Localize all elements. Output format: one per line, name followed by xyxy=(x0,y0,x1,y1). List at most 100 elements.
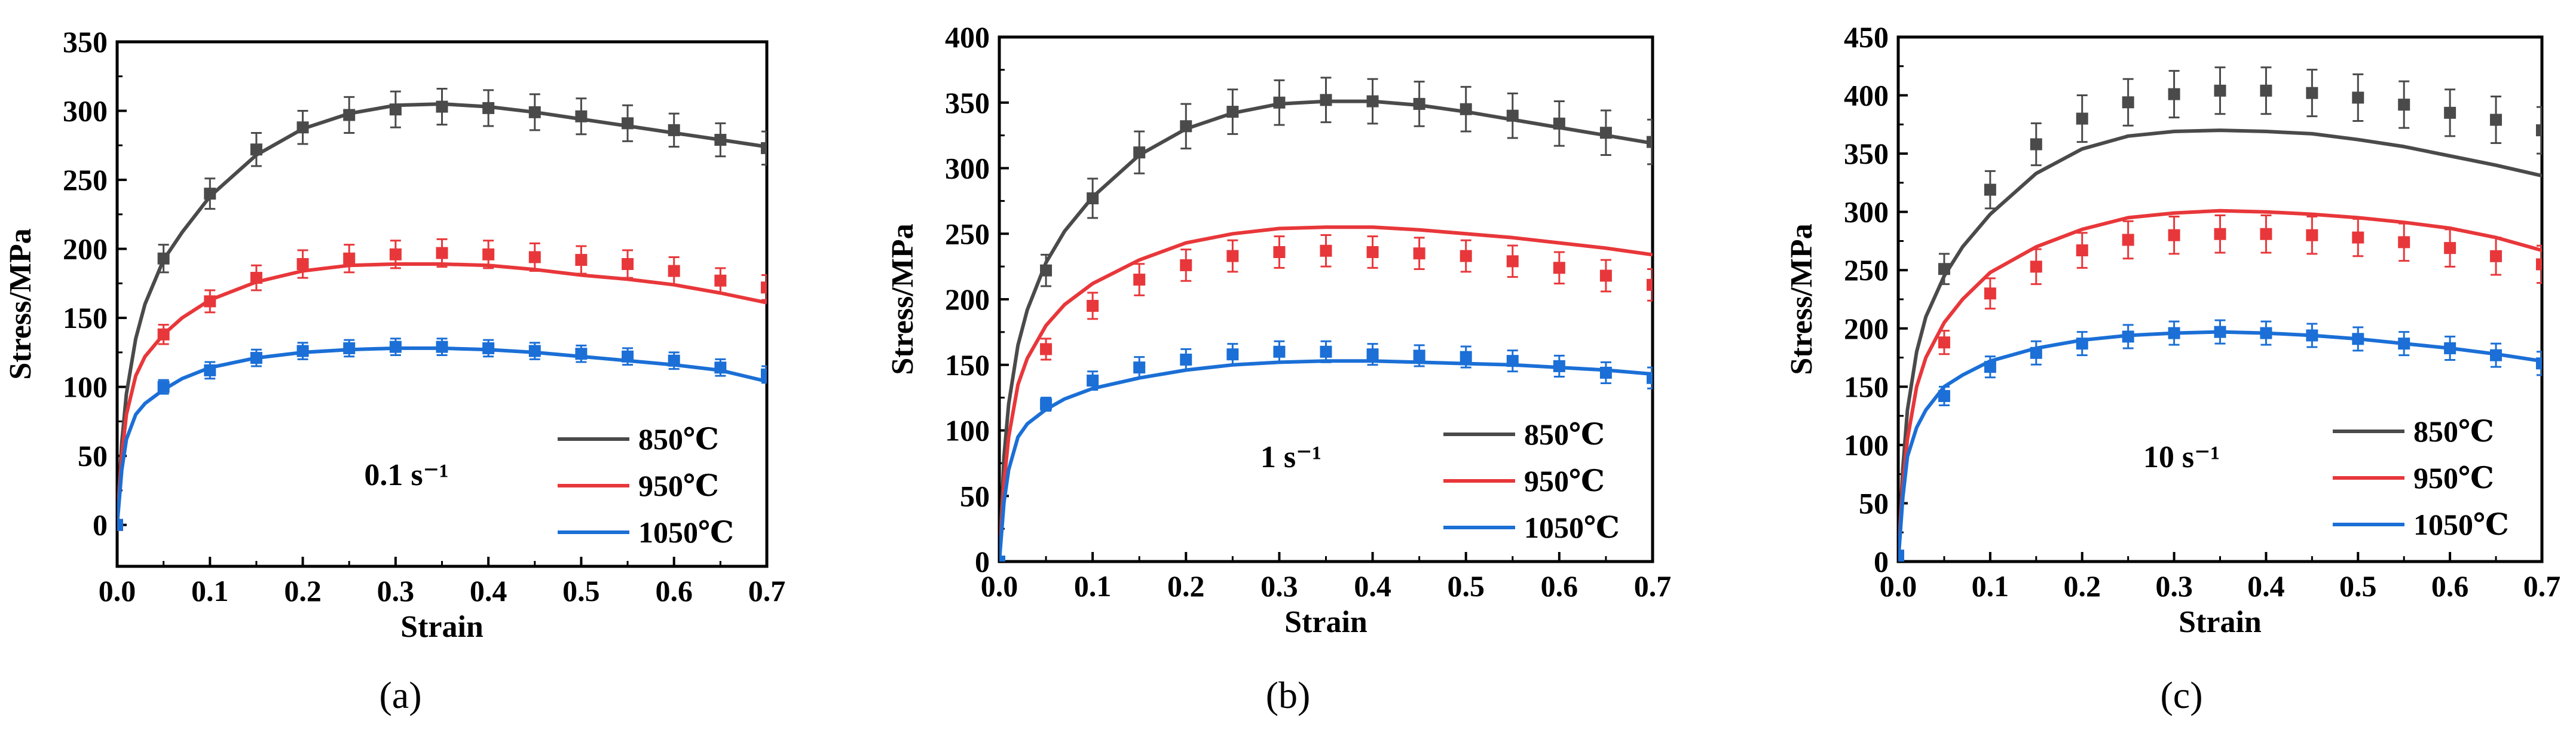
y-tick-label: 100 xyxy=(63,370,108,404)
data-point xyxy=(2444,106,2456,119)
data-point xyxy=(2076,244,2088,257)
data-point xyxy=(2444,342,2456,354)
data-point xyxy=(1460,103,1472,115)
x-tick-label: 0.4 xyxy=(1354,569,1391,603)
data-point xyxy=(2398,99,2410,111)
y-tick-label: 250 xyxy=(63,163,108,197)
data-point xyxy=(1898,550,1904,562)
data-point xyxy=(1506,255,1519,268)
x-tick-label: 0.0 xyxy=(99,574,136,608)
data-point xyxy=(204,364,216,376)
data-point xyxy=(999,556,1005,562)
x-tick-label: 0.1 xyxy=(1074,569,1112,603)
data-point xyxy=(1320,94,1332,106)
data-point xyxy=(2214,228,2226,240)
y-tick-label: 150 xyxy=(63,301,108,335)
x-tick-label: 0.5 xyxy=(562,574,600,608)
series-0 xyxy=(117,88,767,531)
data-point xyxy=(1320,244,1332,257)
data-point xyxy=(1226,250,1239,262)
y-tick-label: 250 xyxy=(945,217,990,250)
fit-curve-line xyxy=(117,346,767,525)
data-point xyxy=(482,342,495,354)
data-point xyxy=(761,281,767,294)
plot-area xyxy=(999,76,1653,562)
x-tick-label: 0.3 xyxy=(1261,569,1298,603)
data-point xyxy=(389,341,402,353)
series-2 xyxy=(1898,319,2542,562)
x-tick-label: 0.6 xyxy=(655,574,693,608)
data-point xyxy=(1366,246,1379,258)
data-point xyxy=(528,345,541,357)
data-point xyxy=(2168,88,2180,100)
legend-label: 850℃ xyxy=(2413,415,2494,448)
data-point xyxy=(1460,351,1472,363)
fit-curve-line xyxy=(999,225,1653,562)
y-tick-label: 0 xyxy=(93,508,108,542)
data-point xyxy=(389,103,402,116)
strain-rate-label: 10 s⁻¹ xyxy=(2143,440,2220,474)
legend-label: 1050℃ xyxy=(638,516,734,549)
x-tick-label: 0.6 xyxy=(2431,569,2469,603)
data-point xyxy=(1180,120,1192,133)
series-1 xyxy=(117,238,767,531)
data-point xyxy=(1087,299,1099,312)
x-tick-label: 0.4 xyxy=(2247,569,2285,603)
data-point xyxy=(2122,234,2134,246)
fit-curve-line xyxy=(999,359,1653,562)
data-point xyxy=(250,143,262,156)
data-point xyxy=(2444,242,2456,254)
data-point xyxy=(296,345,309,357)
y-tick-label: 450 xyxy=(1844,20,1889,54)
data-point xyxy=(1413,247,1425,260)
data-point xyxy=(1553,262,1565,274)
data-point xyxy=(1938,389,1950,402)
y-axis-title: Stress/MPa xyxy=(886,223,920,375)
data-point xyxy=(668,265,680,277)
x-axis-title: Strain xyxy=(400,610,484,644)
data-point xyxy=(668,124,680,136)
fit-curve-line xyxy=(1898,208,2542,562)
data-point xyxy=(2030,138,2042,151)
data-point xyxy=(1087,375,1099,387)
data-point xyxy=(250,272,262,284)
data-point xyxy=(1366,95,1379,108)
legend-label: 850℃ xyxy=(638,422,719,456)
data-point xyxy=(1599,127,1612,139)
x-tick-label: 0.1 xyxy=(191,574,229,608)
data-point xyxy=(1040,343,1053,355)
y-tick-label: 150 xyxy=(945,348,990,382)
fit-curve-line xyxy=(117,262,767,525)
data-point xyxy=(482,102,495,114)
data-point xyxy=(1133,361,1146,374)
panel-b: 0.0 0.1 0.2 0.3 0.4 0.5 0.6 0.7 0 50 100 150 200 250 3… xyxy=(886,20,1671,716)
y-tick-label: 50 xyxy=(1859,486,1889,520)
legend-label: 1050℃ xyxy=(2413,508,2509,541)
x-tick-label: 0.3 xyxy=(377,574,415,608)
strain-rate-label: 1 s⁻¹ xyxy=(1261,440,1321,474)
data-point xyxy=(761,142,767,154)
data-point xyxy=(1040,398,1053,410)
legend-label: 950℃ xyxy=(1524,464,1605,498)
data-point xyxy=(1133,146,1146,159)
data-point xyxy=(204,188,216,200)
x-tick-label: 0.4 xyxy=(470,574,507,608)
legend-label: 850℃ xyxy=(1524,418,1605,451)
data-point xyxy=(296,257,309,270)
data-point xyxy=(2536,258,2542,271)
x-tick-label: 0.7 xyxy=(1634,569,1672,603)
data-point xyxy=(1647,278,1653,291)
data-point xyxy=(1984,287,1996,300)
y-tick-label: 400 xyxy=(945,20,990,54)
data-point xyxy=(528,106,541,118)
data-point xyxy=(2030,260,2042,273)
y-tick-label: 200 xyxy=(1844,312,1889,345)
y-tick-label: 300 xyxy=(945,152,990,185)
data-point xyxy=(1273,345,1286,358)
data-point xyxy=(1413,97,1425,110)
data-point xyxy=(1647,372,1653,384)
data-point xyxy=(622,350,634,363)
data-point xyxy=(157,252,170,265)
series-2 xyxy=(117,338,767,531)
fit-curve-line xyxy=(117,102,767,525)
